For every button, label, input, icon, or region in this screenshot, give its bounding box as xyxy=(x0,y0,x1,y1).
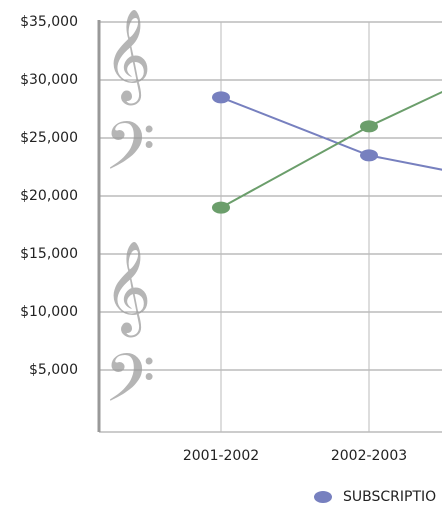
data-point xyxy=(212,91,230,104)
legend-marker xyxy=(314,491,332,503)
y-tick-label: $20,000 xyxy=(20,188,78,204)
bass-clef: 𝄢 xyxy=(104,340,155,433)
treble-clef: 𝄞 xyxy=(104,8,151,105)
series-line xyxy=(220,90,442,209)
data-point xyxy=(360,120,378,133)
legend-label: SUBSCRIPTIO xyxy=(343,489,436,505)
treble-clef: 𝄞 xyxy=(104,240,151,337)
y-tick-label: $15,000 xyxy=(20,246,78,262)
y-tick-label: $10,000 xyxy=(20,304,78,320)
series-line xyxy=(220,96,442,171)
y-tick-label: $35,000 xyxy=(20,14,78,30)
y-tick-label: $5,000 xyxy=(29,362,78,378)
clefs: 𝄞 𝄢 𝄞 𝄢 xyxy=(104,8,155,433)
data-point xyxy=(212,201,230,214)
x-tick-label: 2001-2002 xyxy=(183,448,259,464)
y-tick-label: $30,000 xyxy=(20,72,78,88)
data-point xyxy=(360,149,378,162)
x-tick-label: 2002-2003 xyxy=(331,448,407,464)
y-tick-label: $25,000 xyxy=(20,130,78,146)
bass-clef: 𝄢 xyxy=(104,108,155,201)
